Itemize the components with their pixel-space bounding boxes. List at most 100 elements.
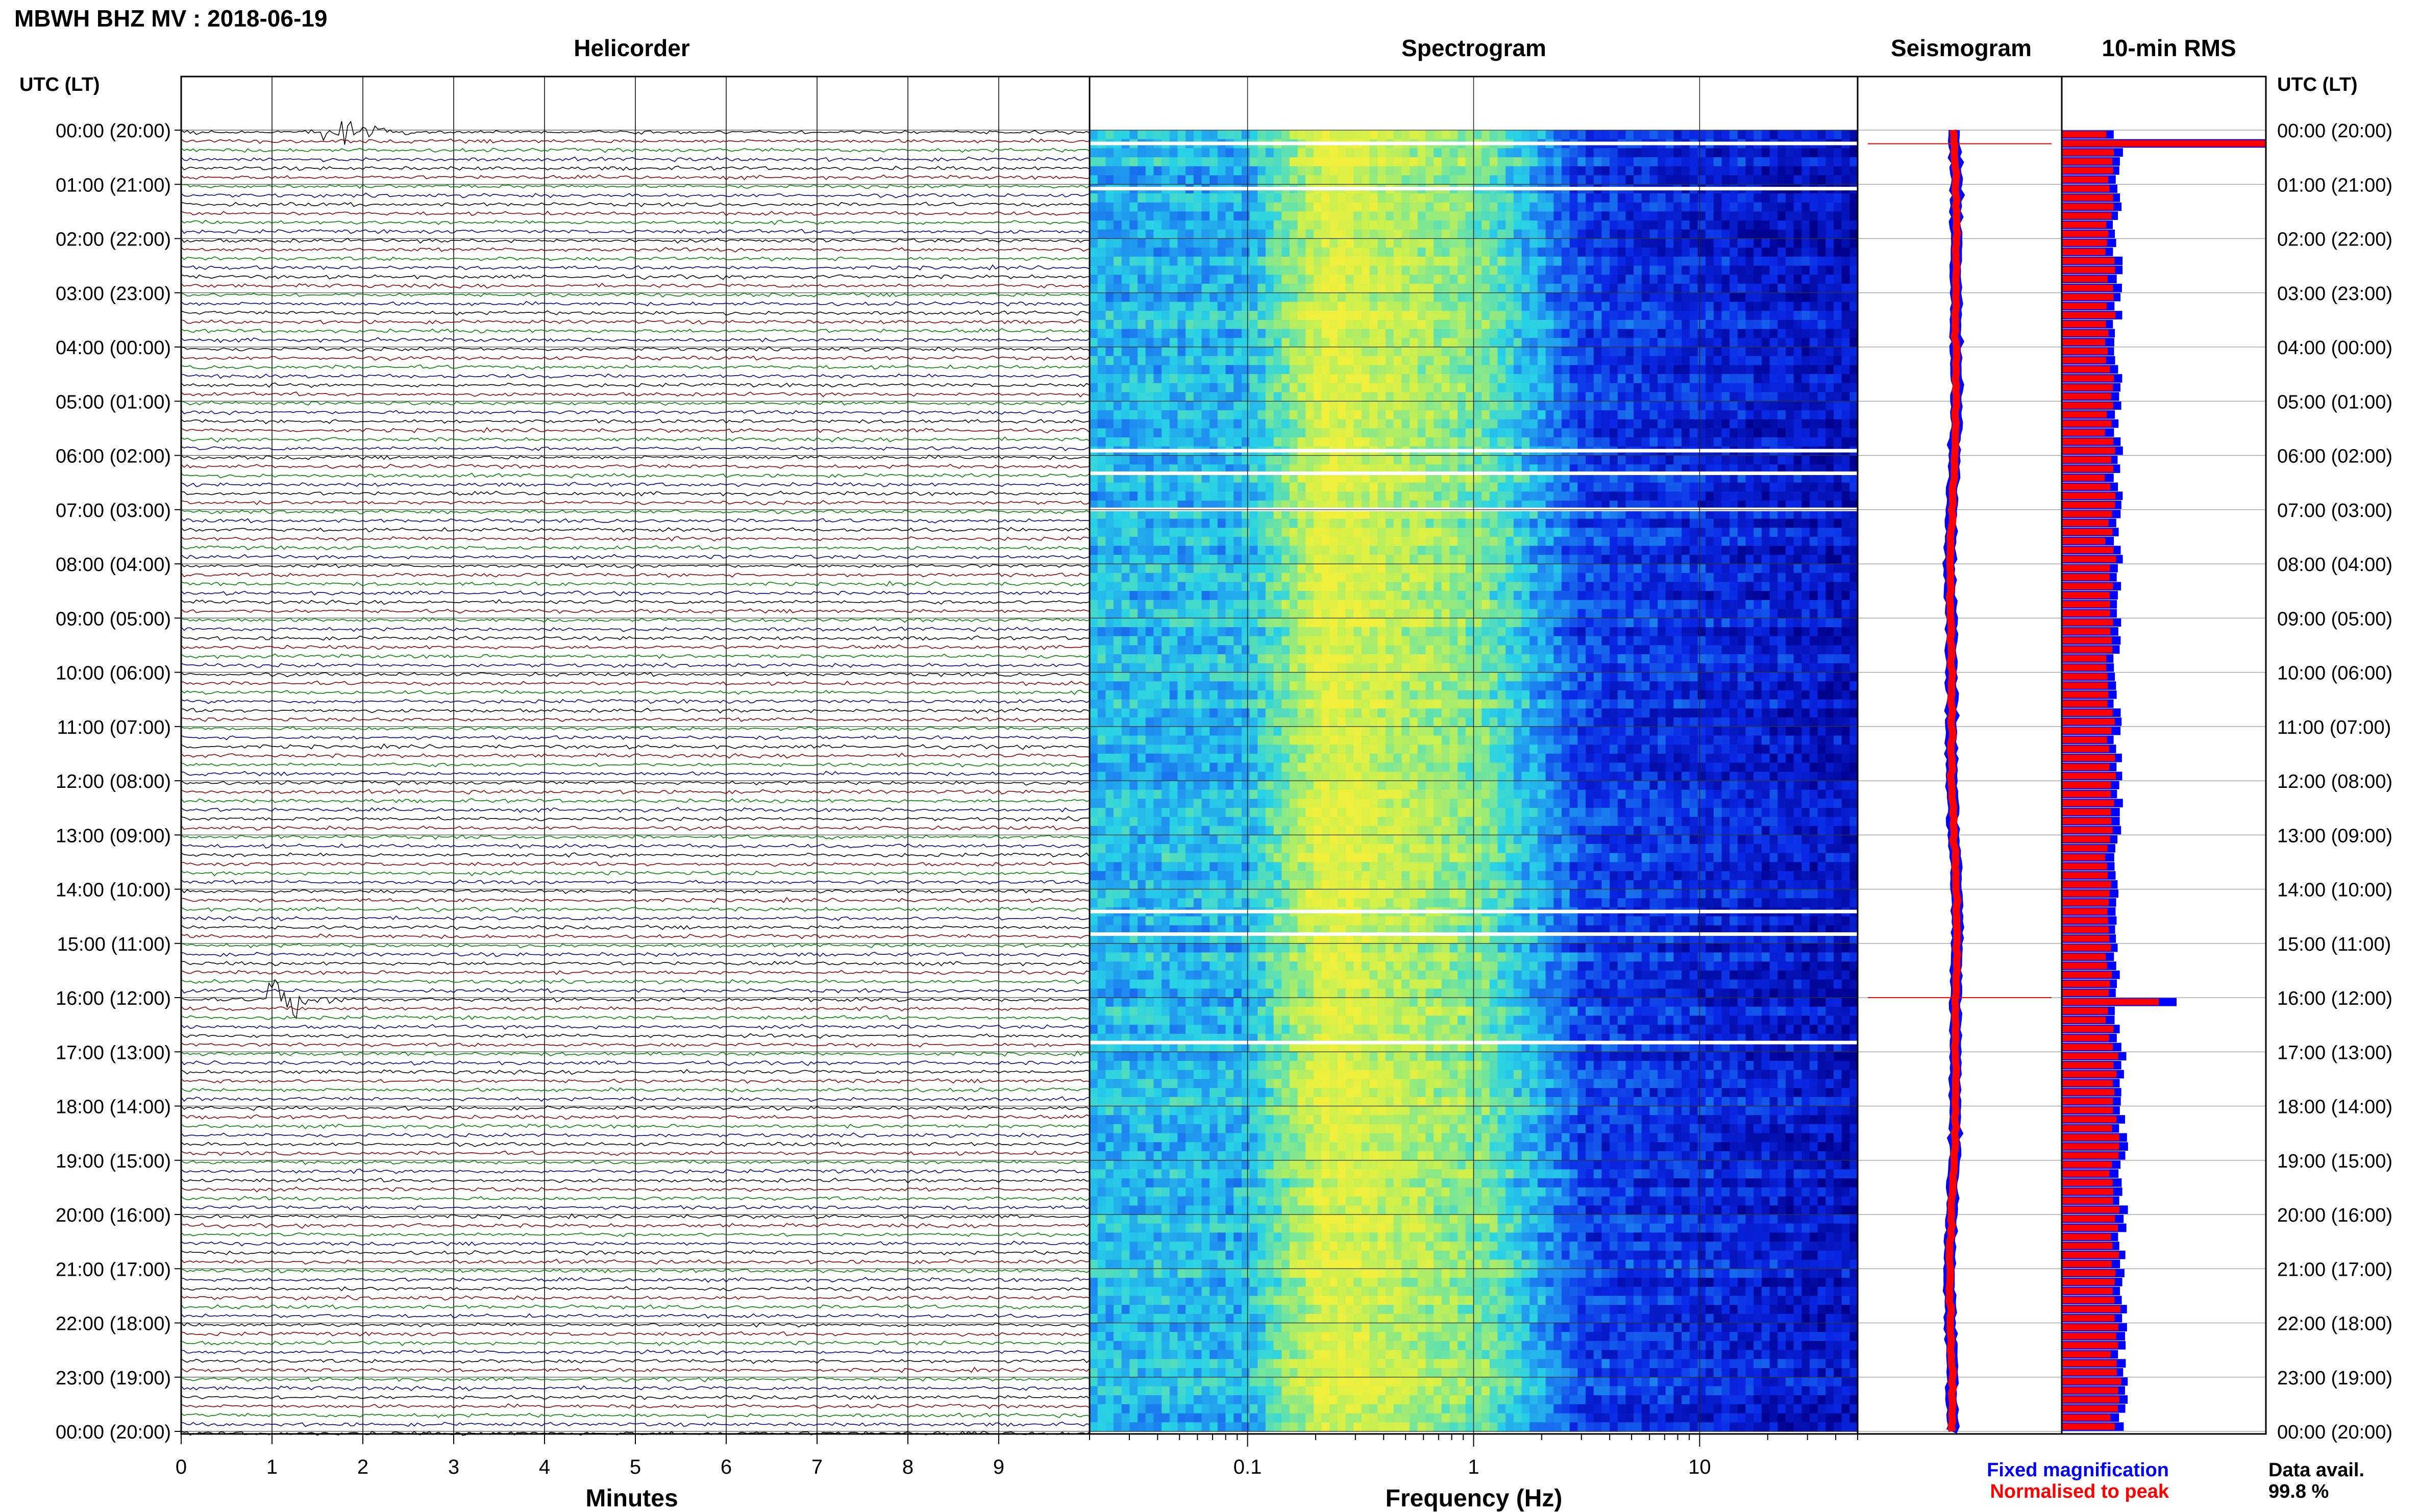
- rms-bar-normalised: [2062, 1071, 2117, 1078]
- helicorder-trace: [181, 870, 1090, 877]
- rms-bar-normalised: [2062, 944, 2111, 951]
- data-avail-value: 99.8 %: [2268, 1481, 2329, 1502]
- helicorder-trace: [181, 509, 1090, 515]
- helicorder-trace: [181, 1105, 1090, 1111]
- rms-bar-normalised: [2062, 1405, 2118, 1412]
- minutes-tick-label: 6: [721, 1456, 732, 1478]
- helicorder-trace: [181, 1358, 1090, 1364]
- rms-bar-normalised: [2062, 899, 2109, 906]
- helicorder-trace: [181, 1295, 1090, 1301]
- rms-bar-normalised: [2062, 1053, 2118, 1059]
- helicorder-trace: [181, 1024, 1090, 1030]
- rms-bar-normalised: [2062, 1324, 2118, 1331]
- helicorder-trace: [181, 427, 1090, 434]
- helicorder-trace: [181, 418, 1090, 425]
- helicorder-trace: [181, 1394, 1090, 1400]
- helicorder-trace: [181, 391, 1090, 398]
- helicorder-trace: [181, 635, 1090, 641]
- rms-bar-normalised: [2062, 1333, 2116, 1340]
- helicorder-trace: [181, 1069, 1090, 1075]
- rms-bar-normalised: [2062, 763, 2110, 771]
- rms-bar-normalised: [2062, 691, 2109, 698]
- time-tick-right: 02:00 (22:00): [2277, 229, 2392, 251]
- time-tick-right: 04:00 (00:00): [2277, 337, 2392, 359]
- rms-bar-normalised: [2062, 510, 2112, 517]
- rms-bar-normalised: [2062, 1197, 2113, 1204]
- helicorder-trace: [181, 319, 1090, 325]
- helicorder-trace: [181, 762, 1090, 767]
- spectrogram-heatmap: [1090, 130, 1858, 1432]
- rms-bar-normalised: [2062, 1297, 2115, 1304]
- time-tick-left: 12:00 (08:00): [56, 771, 171, 792]
- time-tick-left: 09:00 (05:00): [56, 608, 171, 630]
- rms-bar-normalised: [2062, 989, 2109, 996]
- minutes-tick-label: 7: [811, 1456, 823, 1478]
- helicorder-trace: [181, 1223, 1090, 1229]
- minutes-tick-label: 8: [902, 1456, 914, 1478]
- helicorder-trace: [181, 563, 1090, 569]
- helicorder-trace: [181, 518, 1090, 524]
- frequency-tick-label: 1: [1468, 1456, 1479, 1478]
- rms-bar-normalised: [2062, 158, 2112, 165]
- rms-bar-normalised: [2062, 1188, 2113, 1195]
- rms-bar-normalised: [2062, 881, 2111, 888]
- time-tick-right: 19:00 (15:00): [2277, 1151, 2392, 1172]
- helicorder-trace: [181, 1322, 1090, 1328]
- helicorder-trace: [181, 979, 1090, 984]
- helicorder-trace: [181, 1421, 1090, 1427]
- helicorder-trace: [181, 464, 1090, 469]
- helicorder-trace: [181, 1087, 1090, 1093]
- rms-bar-normalised: [2062, 1143, 2119, 1150]
- rms-bar-normalised: [2062, 872, 2108, 879]
- helicorder-trace: [181, 174, 1090, 181]
- rms-bar-normalised: [2062, 809, 2111, 815]
- rms-bar-normalised: [2062, 664, 2107, 671]
- rms-bar-normalised: [2062, 348, 2108, 355]
- time-tick-left: 08:00 (04:00): [56, 554, 171, 576]
- rms-bar-normalised: [2062, 547, 2114, 554]
- rms-bar-normalised: [2062, 1251, 2119, 1258]
- helicorder-trace: [181, 707, 1090, 714]
- rms-bar-normalised: [2062, 502, 2115, 508]
- helicorder-trace: [181, 202, 1090, 207]
- minutes-tick-label: 1: [266, 1456, 278, 1478]
- helicorder-trace: [181, 735, 1090, 740]
- helicorder-trace: [181, 211, 1090, 216]
- helicorder-trace: [181, 726, 1090, 732]
- rms-bar-normalised: [2062, 1287, 2113, 1295]
- helicorder-trace: [181, 410, 1090, 415]
- rms-bar-normalised: [2062, 727, 2112, 734]
- time-tick-right: 09:00 (05:00): [2277, 608, 2392, 630]
- time-tick-left: 19:00 (15:00): [56, 1151, 171, 1172]
- rms-bar-normalised: [2062, 1062, 2114, 1069]
- helicorder-trace: [181, 165, 1090, 171]
- helicorder-trace: [181, 816, 1090, 822]
- rms-bar-normalised: [2062, 917, 2108, 924]
- rms-bar-normalised: [2062, 935, 2110, 942]
- helicorder-trace: [181, 1169, 1090, 1174]
- time-tick-left: 04:00 (00:00): [56, 337, 171, 359]
- rms-bar-normalised: [2062, 628, 2111, 635]
- rms-bar-normalised: [2062, 176, 2108, 183]
- helicorder-traces: [181, 120, 1090, 1436]
- rms-bar-normalised: [2062, 1125, 2112, 1132]
- helicorder-trace: [181, 500, 1090, 505]
- minutes-axis-label: Minutes: [585, 1485, 678, 1512]
- helicorder-trace: [181, 924, 1090, 930]
- rms-bar-normalised: [2062, 230, 2109, 237]
- rms-bar-normalised: [2062, 1260, 2112, 1268]
- rms-bar-normalised: [2062, 411, 2107, 418]
- rms-bar-normalised: [2062, 167, 2113, 174]
- helicorder-trace: [181, 1213, 1090, 1220]
- rms-bar-normalised: [2062, 790, 2111, 798]
- rms-bar-normalised: [2062, 1396, 2119, 1403]
- rms-bar-normalised: [2062, 330, 2109, 337]
- helicorder-trace: [181, 192, 1090, 199]
- rms-bar-normalised: [2062, 1351, 2111, 1358]
- rms-bar-normalised: [2062, 465, 2113, 472]
- time-tick-left: 03:00 (23:00): [56, 283, 171, 305]
- rms-bar-normalised: [2062, 357, 2106, 364]
- rms-bar-normalised: [2062, 718, 2115, 725]
- helicorder-trace: [181, 1403, 1090, 1409]
- helicorder-trace: [181, 1340, 1090, 1346]
